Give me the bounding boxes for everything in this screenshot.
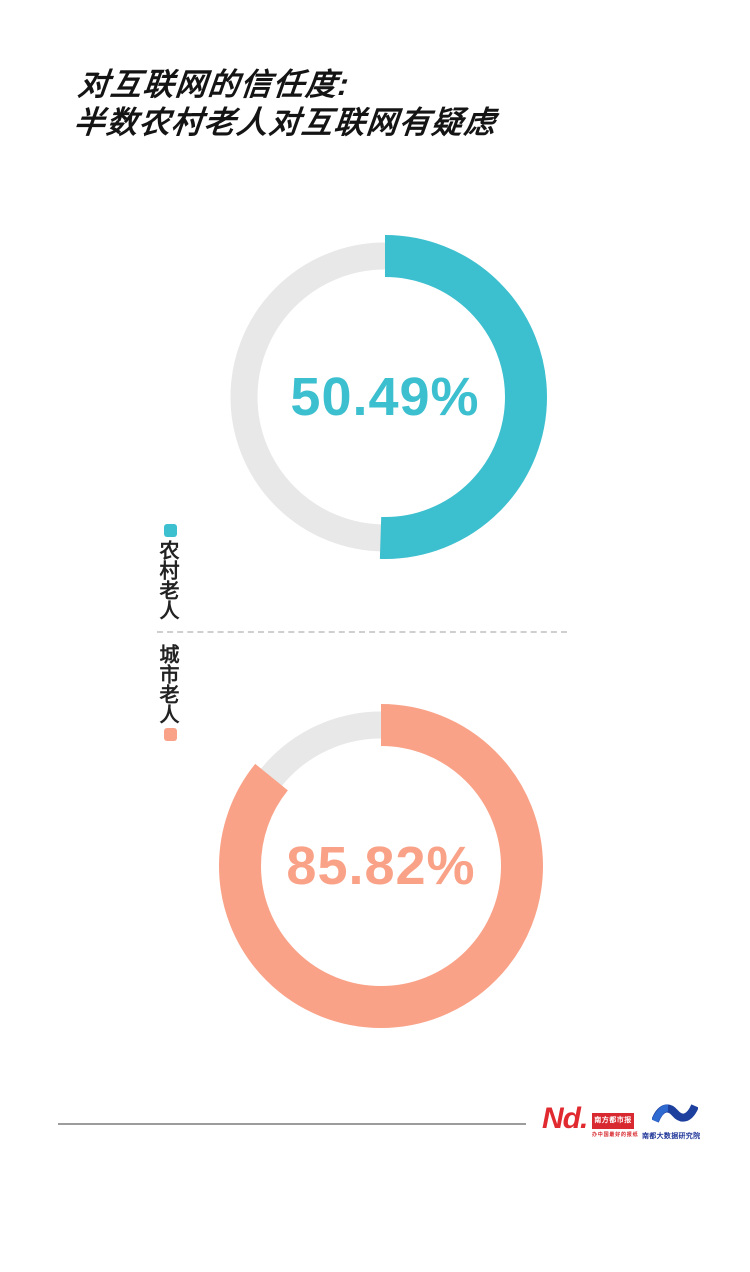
donut-rural-arc	[223, 235, 547, 559]
title-line-2: 半数农村老人对互联网有疑虑	[72, 105, 499, 140]
legend-urban-swatch	[164, 728, 177, 741]
nandu-masthead-box: 南方都市报	[592, 1113, 634, 1129]
footer-divider	[58, 1123, 526, 1125]
donut-rural-svg	[223, 235, 547, 559]
nandu-slogan: 办中国最好的报纸	[592, 1132, 639, 1138]
donut-chart-rural: 50.49%	[215, 227, 555, 567]
legend-rural-label: 农村老人	[156, 540, 178, 620]
legend-urban-label: 城市老人	[156, 644, 178, 724]
nandu-nd-logo: Nd.	[542, 1102, 588, 1135]
legend-rural-swatch	[164, 524, 177, 537]
donut-urban-arc	[219, 704, 543, 1028]
donut-rural-value: 50.49%	[290, 367, 480, 427]
donut-urban-svg	[219, 704, 543, 1028]
donut-chart-urban: 85.82%	[211, 696, 551, 1036]
bigdata-institute-label: 南都大数据研究院	[642, 1133, 701, 1140]
page-title: 对互联网的信任度: 半数农村老人对互联网有疑虑	[72, 66, 502, 142]
donut-urban-value: 85.82%	[286, 836, 476, 896]
legend-divider	[157, 631, 567, 633]
bigdata-wave-icon	[652, 1104, 698, 1123]
title-line-1: 对互联网的信任度:	[76, 67, 352, 102]
